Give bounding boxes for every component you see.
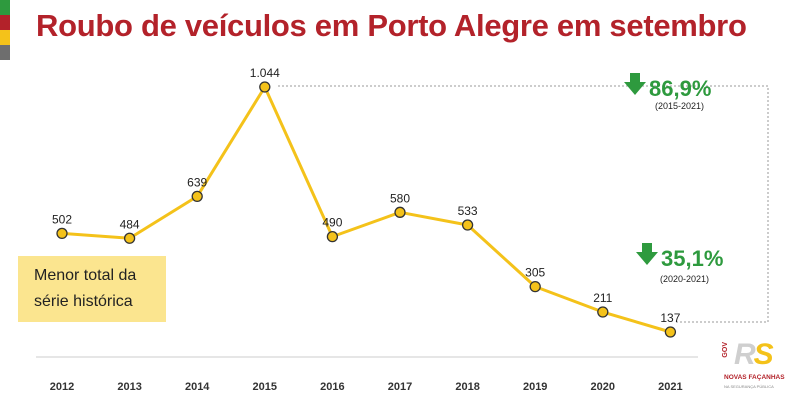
stat-value: 35,1%: [661, 246, 724, 271]
data-point-2012: [56, 227, 68, 240]
data-label-2016: 490: [322, 216, 342, 230]
data-point-2017: [394, 206, 406, 218]
stat-decrease-2020-2021: 35,1%: [636, 243, 724, 272]
x-tick-2012: 2012: [50, 381, 74, 393]
data-label-2014: 639: [187, 175, 207, 189]
stat-period: (2015-2021): [655, 101, 705, 111]
flag-stripe-yellow: [0, 30, 10, 45]
series-line: [61, 85, 671, 334]
data-point-2015: [259, 81, 271, 93]
data-label-2017: 580: [390, 191, 410, 205]
data-point-2020: [597, 306, 609, 318]
flag-stripe-red: [0, 15, 10, 30]
data-label-2018: 533: [458, 204, 478, 218]
callout-line-2: série histórica: [34, 293, 133, 310]
x-tick-2021: 2021: [658, 381, 682, 393]
x-tick-2018: 2018: [455, 381, 479, 393]
flag-stripe-green: [0, 0, 10, 15]
x-tick-labels: 2012 2013 2014 2015 2016 2017 2018 2019 2020 2021: [50, 381, 683, 393]
data-label-2013: 484: [120, 217, 140, 231]
arrow-down-icon: [624, 73, 646, 95]
x-tick-2013: 2013: [117, 381, 141, 393]
data-point-2016: [326, 230, 339, 243]
data-label-2012: 502: [52, 212, 72, 226]
logo-tagline: NOVAS FAÇANHAS: [724, 374, 785, 381]
rs-government-logo: GOV RS NOVAS FAÇANHAS NA SEGURANÇA PÚBLI…: [722, 338, 790, 400]
data-label-2021: 137: [660, 311, 680, 325]
logo-s: S: [753, 338, 774, 371]
data-point-2019: [529, 280, 541, 293]
logo-r: R: [734, 338, 756, 371]
stat-decrease-2015-2021: 86,9%: [624, 73, 712, 102]
x-tick-2015: 2015: [253, 381, 277, 393]
callout-line-1: Menor total da: [34, 267, 137, 284]
stat-period: (2020-2021): [660, 274, 710, 284]
data-label-2020: 211: [593, 291, 612, 305]
logo-rs-mark: RS: [734, 338, 774, 372]
data-point-2018: [461, 219, 474, 231]
logo-gov-text: GOV: [722, 342, 729, 358]
data-point-2021: [664, 326, 677, 338]
flag-stripe-gray: [0, 45, 10, 60]
x-tick-2019: 2019: [523, 381, 547, 393]
callout-box: Menor total da série histórica: [18, 256, 166, 322]
x-tick-2017: 2017: [388, 381, 412, 393]
data-point-2014: [191, 190, 203, 203]
stat-value: 86,9%: [649, 76, 712, 101]
x-tick-2020: 2020: [591, 381, 615, 393]
logo-subline: NA SEGURANÇA PÚBLICA: [724, 384, 774, 389]
flag-stripe: [0, 0, 10, 60]
x-tick-2016: 2016: [320, 381, 344, 393]
data-point-2013: [123, 232, 136, 244]
series-layer: 502 484 639 1.044 490 580 533 305 211 137: [52, 66, 681, 338]
arrow-down-icon: [636, 243, 658, 265]
x-tick-2014: 2014: [185, 381, 210, 393]
chart-title: Roubo de veículos em Porto Alegre em set…: [36, 8, 747, 43]
connector-2015-2021: [278, 85, 769, 323]
data-label-2015: 1.044: [250, 66, 280, 80]
data-label-2019: 305: [525, 266, 545, 280]
